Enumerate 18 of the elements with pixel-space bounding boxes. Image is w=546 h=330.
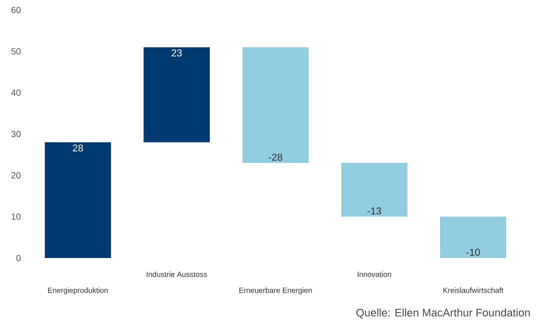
bar — [144, 47, 210, 142]
bar — [242, 47, 309, 163]
y-tick-label: 10 — [12, 213, 21, 220]
data-label: 28 — [72, 144, 84, 152]
source-note: Quelle: Ellen MacArthur Foundation — [356, 308, 530, 318]
data-label: 23 — [172, 49, 182, 56]
bar — [341, 162, 408, 217]
y-tick-label: 30 — [11, 130, 21, 138]
data-label: -28 — [268, 154, 282, 161]
bar — [440, 216, 506, 258]
y-tick-label: 0 — [16, 254, 21, 262]
y-tick-label: 60 — [11, 6, 21, 14]
data-label: -13 — [368, 207, 382, 214]
y-tick-label: 40 — [11, 89, 21, 96]
data-label: -10 — [466, 248, 480, 256]
bar — [44, 142, 111, 258]
y-tick-label: 20 — [11, 172, 21, 179]
y-tick-label: 50 — [11, 48, 21, 55]
